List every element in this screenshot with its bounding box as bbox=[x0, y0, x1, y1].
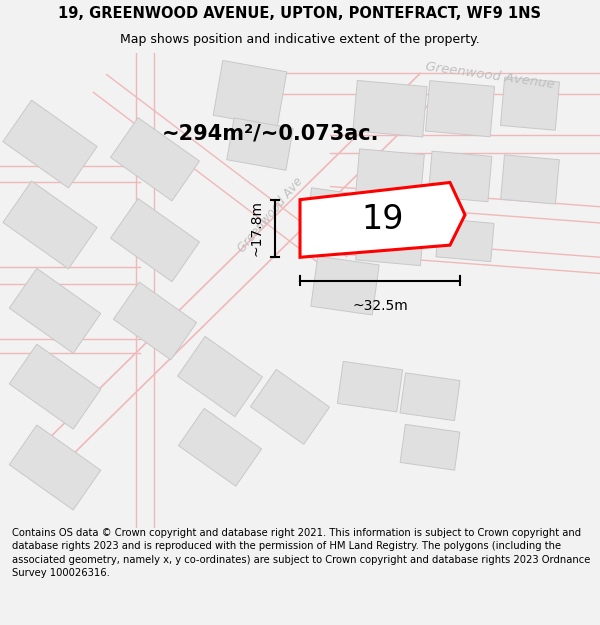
Polygon shape bbox=[356, 214, 424, 266]
Polygon shape bbox=[110, 118, 199, 201]
Text: ~294m²/~0.073ac.: ~294m²/~0.073ac. bbox=[161, 124, 379, 144]
Polygon shape bbox=[428, 151, 492, 202]
Text: 19: 19 bbox=[362, 203, 404, 236]
Text: Greenwood Avenue: Greenwood Avenue bbox=[425, 60, 556, 91]
Polygon shape bbox=[353, 81, 427, 137]
Polygon shape bbox=[500, 155, 559, 204]
Polygon shape bbox=[400, 424, 460, 470]
Text: 19, GREENWOOD AVENUE, UPTON, PONTEFRACT, WF9 1NS: 19, GREENWOOD AVENUE, UPTON, PONTEFRACT,… bbox=[59, 6, 542, 21]
Polygon shape bbox=[311, 256, 379, 315]
Polygon shape bbox=[425, 81, 494, 137]
Polygon shape bbox=[300, 182, 465, 258]
Polygon shape bbox=[178, 336, 262, 417]
Polygon shape bbox=[113, 282, 197, 360]
Polygon shape bbox=[227, 118, 293, 170]
Text: ~17.8m: ~17.8m bbox=[249, 201, 263, 256]
Polygon shape bbox=[9, 344, 101, 429]
Polygon shape bbox=[213, 61, 287, 127]
Polygon shape bbox=[3, 100, 97, 188]
Polygon shape bbox=[250, 369, 329, 444]
Polygon shape bbox=[436, 219, 494, 262]
Polygon shape bbox=[9, 425, 101, 510]
Text: Greenwood Ave: Greenwood Ave bbox=[235, 175, 305, 255]
Polygon shape bbox=[3, 181, 97, 269]
Polygon shape bbox=[337, 361, 403, 412]
Polygon shape bbox=[400, 373, 460, 421]
Polygon shape bbox=[9, 268, 101, 353]
Text: Map shows position and indicative extent of the property.: Map shows position and indicative extent… bbox=[120, 33, 480, 46]
Text: Contains OS data © Crown copyright and database right 2021. This information is : Contains OS data © Crown copyright and d… bbox=[12, 528, 590, 578]
Polygon shape bbox=[178, 408, 262, 486]
Polygon shape bbox=[356, 149, 424, 200]
Polygon shape bbox=[110, 199, 199, 282]
Polygon shape bbox=[500, 77, 559, 130]
Polygon shape bbox=[304, 188, 376, 252]
Text: ~32.5m: ~32.5m bbox=[352, 299, 408, 312]
